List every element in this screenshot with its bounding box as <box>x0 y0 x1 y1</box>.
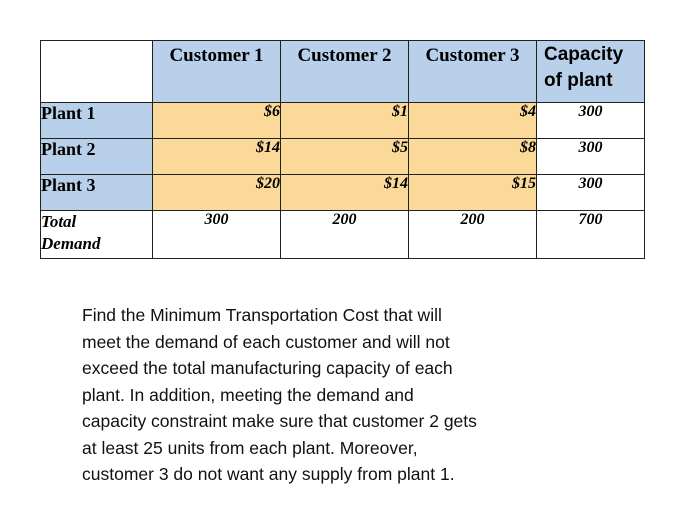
corner-cell <box>40 40 153 103</box>
table-row-plant-3: Plant 3 $20 $14 $15 300 <box>40 174 645 211</box>
table-row-plant-2: Plant 2 $14 $5 $8 300 <box>40 138 645 175</box>
header-customer-2: Customer 2 <box>280 40 409 103</box>
problem-line: capacity constraint make sure that custo… <box>82 411 477 431</box>
capacity-cell: 300 <box>536 102 645 139</box>
demand-cell: 200 <box>408 210 537 259</box>
problem-line: meet the demand of each customer and wil… <box>82 331 450 352</box>
cost-cell: $20 <box>152 174 281 211</box>
header-customer-1: Customer 1 <box>152 40 281 103</box>
cost-cell: $1 <box>280 102 409 139</box>
header-customer-3: Customer 3 <box>408 40 537 103</box>
header-capacity: Capacity of plant <box>536 40 645 103</box>
cost-cell: $15 <box>408 174 537 211</box>
cost-cell: $6 <box>152 102 281 139</box>
problem-line: customer 3 do not want any supply from p… <box>82 464 455 484</box>
problem-line: plant. In addition, meeting the demand a… <box>82 384 414 405</box>
problem-statement: Find the Minimum Transportation Cost tha… <box>82 302 552 488</box>
problem-line: exceed the total manufacturing capacity … <box>82 358 453 378</box>
cost-cell: $8 <box>408 138 537 175</box>
demand-label-line-1: Total <box>41 212 77 231</box>
capacity-header-line-1: Capacity <box>544 44 624 65</box>
problem-line: Find the Minimum Transportation Cost tha… <box>82 305 442 325</box>
demand-cell: 200 <box>280 210 409 259</box>
cost-cell: $14 <box>280 174 409 211</box>
total-cell: 700 <box>536 210 645 259</box>
table-row-total-demand: Total Demand 300 200 200 700 <box>40 210 645 259</box>
cost-cell: $14 <box>152 138 281 175</box>
row-label-plant-1: Plant 1 <box>40 102 153 139</box>
demand-label-line-2: Demand <box>41 234 101 253</box>
capacity-cell: 300 <box>536 174 645 211</box>
table-header-row: Customer 1 Customer 2 Customer 3 Capacit… <box>40 40 645 103</box>
table-row-plant-1: Plant 1 $6 $1 $4 300 <box>40 102 645 139</box>
capacity-cell: 300 <box>536 138 645 175</box>
row-label-plant-2: Plant 2 <box>40 138 153 175</box>
cost-cell: $4 <box>408 102 537 139</box>
transportation-table: Customer 1 Customer 2 Customer 3 Capacit… <box>40 40 645 259</box>
problem-line: at least 25 units from each plant. Moreo… <box>82 437 418 458</box>
capacity-header-line-2: of plant <box>544 70 613 91</box>
cost-cell: $5 <box>280 138 409 175</box>
demand-cell: 300 <box>152 210 281 259</box>
row-label-plant-3: Plant 3 <box>40 174 153 211</box>
row-label-total-demand: Total Demand <box>40 210 153 259</box>
